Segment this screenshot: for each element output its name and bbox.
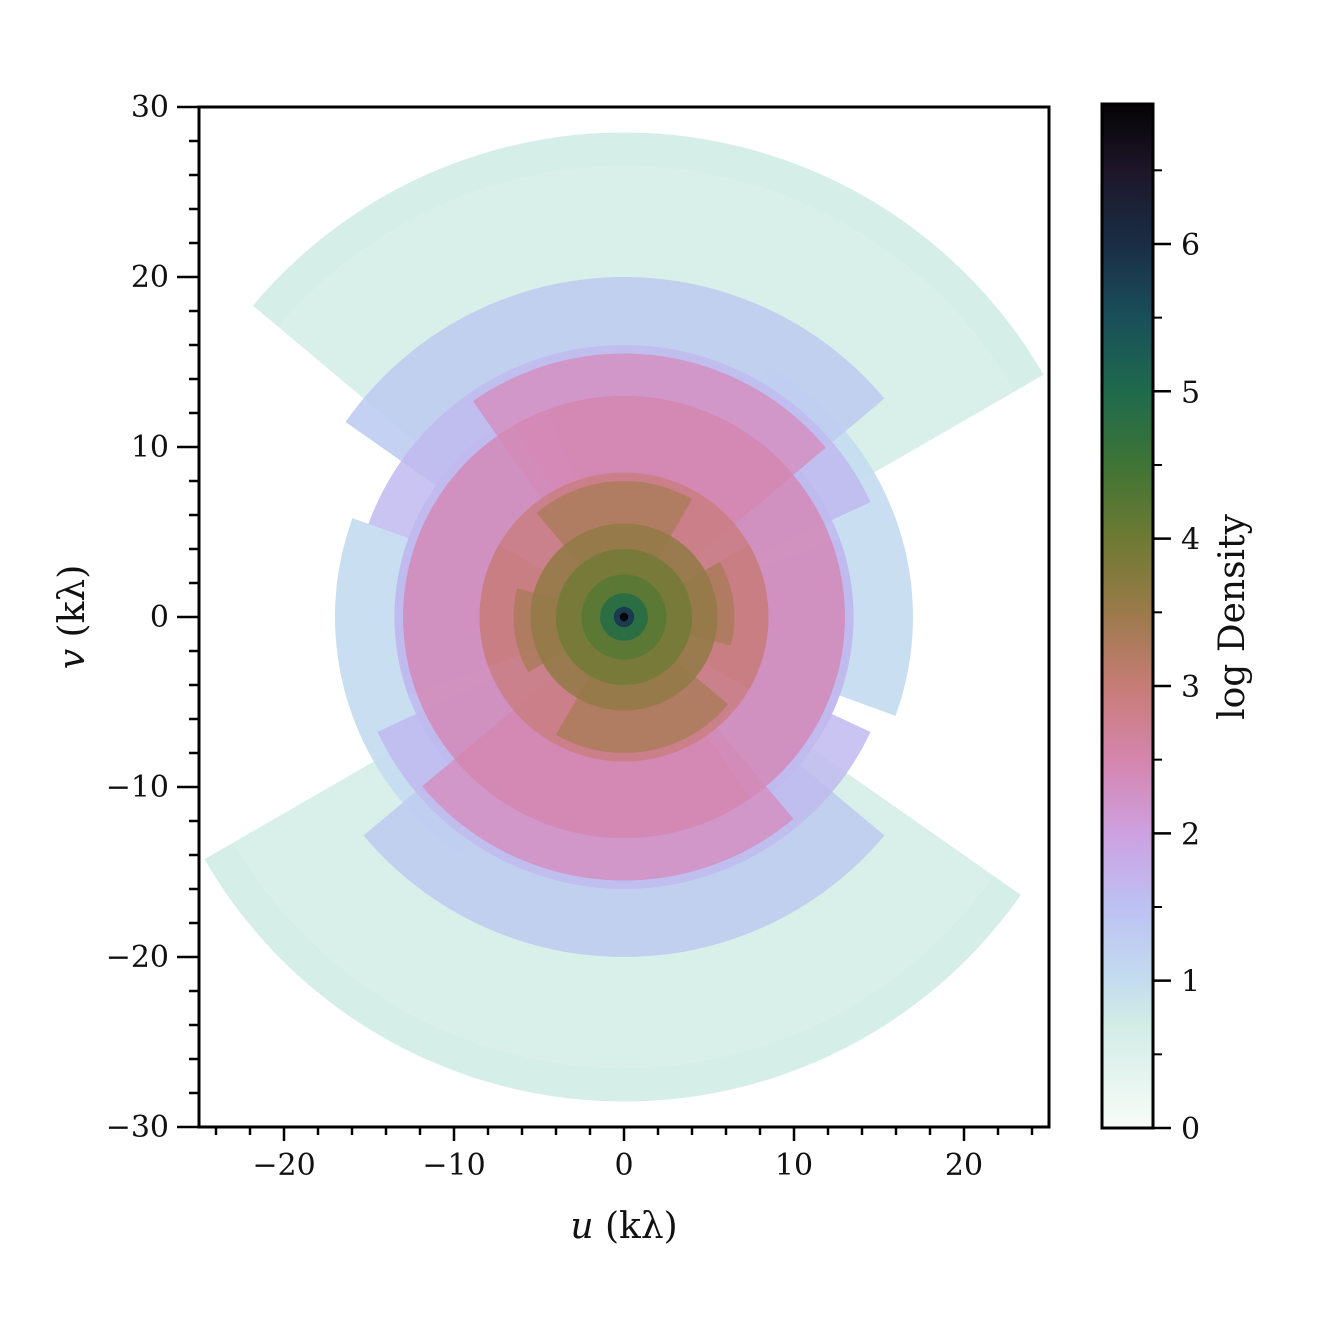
colorbar bbox=[1102, 104, 1153, 1128]
colorbar-tick-label: 4 bbox=[1181, 523, 1200, 558]
y-axis-ticks: −30 −20 −10 0 10 20 30 bbox=[106, 90, 199, 1145]
colorbar-tick-label: 3 bbox=[1181, 670, 1200, 705]
coverage-sector bbox=[619, 612, 629, 622]
x-axis-ticks: −20 −10 0 10 20 bbox=[214, 1127, 1034, 1183]
colorbar-frame bbox=[1100, 102, 1155, 1130]
x-tick-label: −10 bbox=[422, 1148, 485, 1183]
y-tick-label: −20 bbox=[106, 940, 169, 975]
y-tick-label: 0 bbox=[150, 600, 169, 635]
x-axis-label: u (kλ) bbox=[570, 1206, 677, 1247]
y-axis-label: v (kλ) bbox=[52, 565, 93, 670]
colorbar-label: log Density bbox=[1212, 513, 1253, 719]
x-tick-label: 0 bbox=[614, 1148, 633, 1183]
x-tick-label: 10 bbox=[775, 1148, 813, 1183]
colorbar-ticks: 0 1 2 3 4 5 6 bbox=[1153, 169, 1200, 1147]
y-tick-label: 10 bbox=[131, 430, 169, 465]
y-tick-label: −10 bbox=[106, 770, 169, 805]
plot-area bbox=[204, 132, 1044, 1102]
x-tick-label: 20 bbox=[945, 1148, 983, 1183]
y-tick-label: 20 bbox=[131, 260, 169, 295]
coverage-sector bbox=[204, 842, 1021, 1102]
colorbar-tick-label: 2 bbox=[1181, 817, 1200, 852]
colorbar-tick-label: 0 bbox=[1181, 1112, 1200, 1147]
x-tick-label: −20 bbox=[252, 1148, 315, 1183]
coverage-sector bbox=[252, 132, 1044, 392]
colorbar-tick-label: 1 bbox=[1181, 965, 1200, 1000]
colorbar-tick-label: 5 bbox=[1181, 375, 1200, 410]
colorbar-tick-label: 6 bbox=[1181, 228, 1200, 263]
y-tick-label: 30 bbox=[131, 90, 169, 125]
y-tick-label: −30 bbox=[106, 1110, 169, 1145]
